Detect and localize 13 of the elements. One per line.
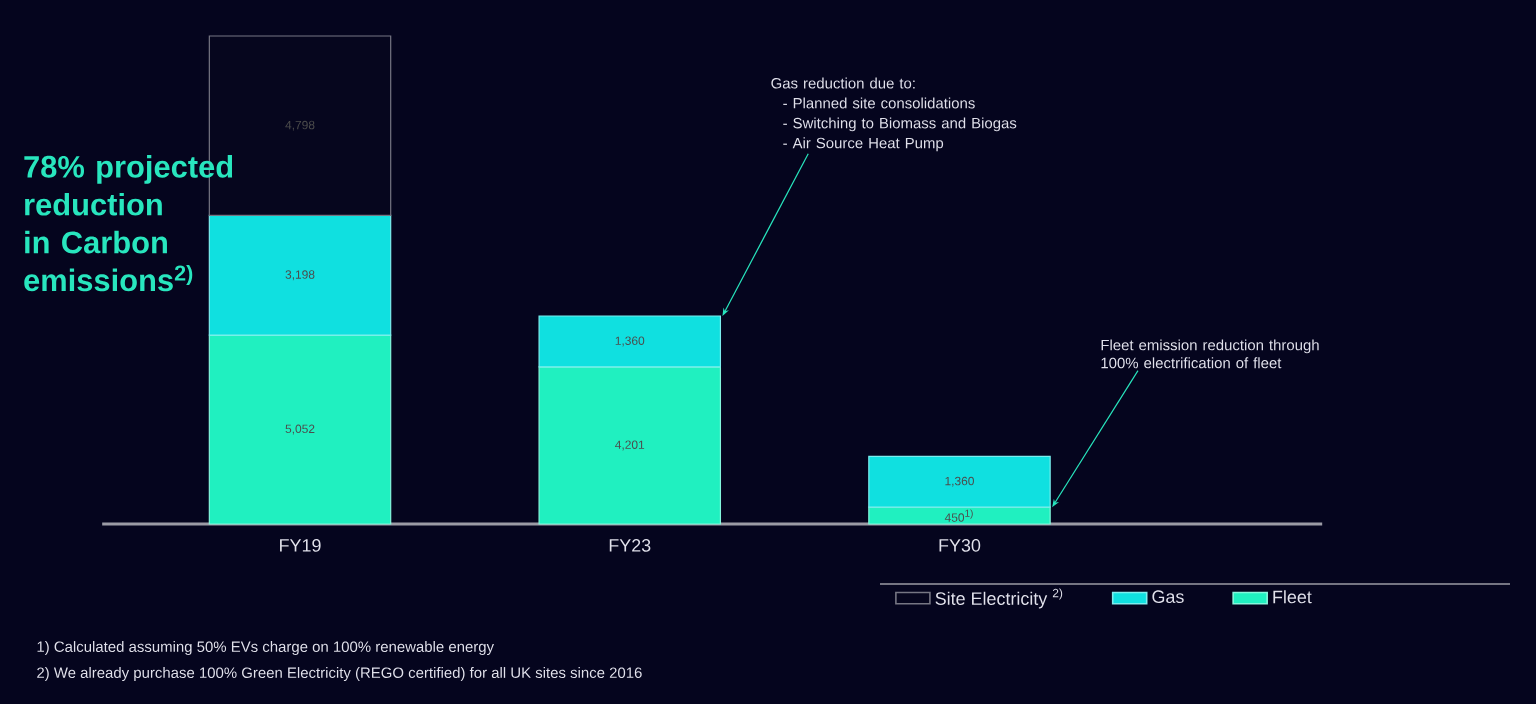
bar	[538, 366, 722, 525]
x-tick-label: FY23	[609, 539, 651, 552]
legend-label: Site Electricity $^{2)}$	[935, 588, 1063, 609]
x-tick-label: FY19	[280, 539, 321, 552]
text: 78% projected reduction in Carbon emissions$^{2)}$	[24, 155, 233, 292]
bar	[868, 506, 1051, 525]
bar	[208, 214, 392, 336]
legend-label: Gas	[1152, 590, 1184, 604]
x-tick-label: FY30	[939, 539, 981, 552]
bar	[208, 334, 392, 525]
legend-label: Fleet	[1273, 590, 1312, 604]
bar	[868, 455, 1051, 508]
bar	[538, 315, 722, 368]
